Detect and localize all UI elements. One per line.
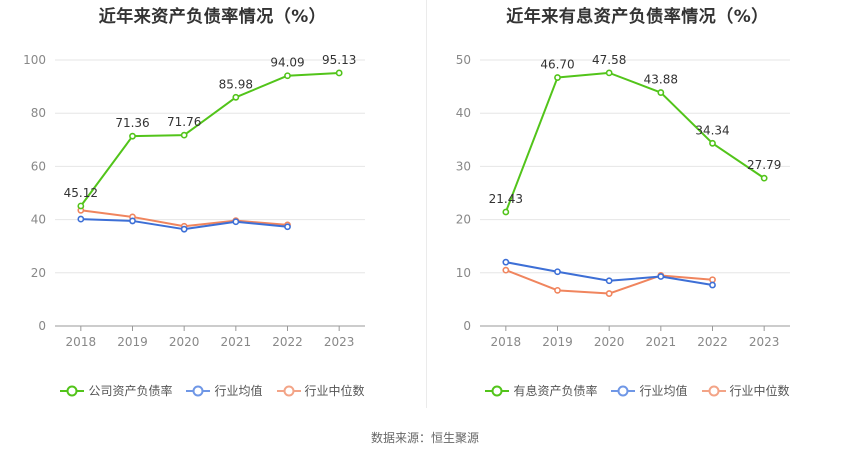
y-tick-label: 30 (456, 159, 471, 173)
x-tick-label: 2020 (169, 335, 200, 349)
data-point[interactable] (709, 276, 716, 284)
data-label: 43.88 (644, 73, 678, 87)
legend-swatch-icon (186, 385, 211, 396)
series-line-0 (80, 71, 340, 207)
x-tick-label: 2020 (594, 335, 625, 349)
data-point[interactable] (129, 132, 136, 140)
chart-panel-debt-ratio: 近年来资产负债率情况（%） 0 20 40 60 80 100 2018 2019 2020 20… (0, 0, 425, 420)
panel-divider (426, 0, 427, 408)
data-label: 94.09 (270, 56, 304, 70)
data-point[interactable] (657, 273, 665, 280)
legend-label: 行业中位数 (729, 384, 790, 398)
data-point[interactable] (709, 139, 716, 147)
legend-label: 有息资产负债率 (513, 384, 598, 398)
data-point[interactable] (554, 268, 561, 276)
data-point[interactable] (709, 281, 716, 289)
data-label: 46.70 (540, 58, 574, 72)
legend-swatch-icon (276, 385, 301, 396)
data-point[interactable] (284, 223, 291, 231)
data-label: 71.76 (167, 115, 201, 129)
data-point[interactable] (605, 277, 613, 285)
data-point[interactable] (760, 174, 768, 182)
legend-swatch-icon (485, 385, 510, 396)
legend-item[interactable]: 公司资产负债率 (60, 382, 172, 399)
x-tick-label: 2023 (749, 335, 780, 349)
y-tick-label: 20 (31, 266, 46, 280)
data-point[interactable] (129, 217, 136, 225)
data-point[interactable] (335, 69, 343, 77)
data-point[interactable] (605, 69, 613, 77)
line-chart-debt-ratio: 0 20 40 60 80 100 2018 2019 2020 2021 2022 2023 45.1… (23, 53, 365, 349)
data-point[interactable] (502, 208, 510, 216)
data-label: 85.98 (219, 77, 253, 91)
data-point[interactable] (77, 202, 85, 210)
y-tick-label: 50 (456, 53, 471, 67)
data-point[interactable] (180, 131, 188, 139)
legend-item[interactable]: 行业中位数 (701, 382, 790, 399)
y-tick-label: 20 (456, 213, 471, 227)
line-chart-interest-debt-ratio: 0 10 20 30 40 50 2018 2019 2020 2021 2022 2023 21.43… (456, 53, 790, 349)
y-tick-label: 0 (463, 319, 471, 333)
x-tick-label: 2021 (646, 335, 677, 349)
data-point[interactable] (284, 72, 291, 80)
data-point[interactable] (554, 74, 561, 81)
data-point[interactable] (77, 215, 85, 223)
y-tick-label: 40 (456, 106, 471, 120)
chart-title: 近年来有息资产负债率情况（%） (506, 7, 769, 27)
y-tick-label: 80 (31, 106, 46, 120)
legend-item[interactable]: 行业均值 (186, 382, 263, 399)
legend-item[interactable]: 行业均值 (611, 382, 688, 399)
data-point[interactable] (657, 89, 665, 96)
data-label: 27.79 (747, 158, 781, 172)
data-point[interactable] (232, 93, 240, 101)
x-tick-label: 2023 (324, 335, 355, 349)
data-point[interactable] (232, 218, 240, 226)
data-point[interactable] (502, 258, 510, 266)
legend-label: 行业均值 (639, 384, 688, 398)
data-label: 45.12 (64, 186, 98, 200)
legend-item[interactable]: 有息资产负债率 (485, 382, 597, 399)
data-label: 47.58 (592, 53, 626, 67)
data-label: 71.36 (115, 116, 149, 130)
y-tick-label: 60 (31, 159, 46, 173)
chart-panel-interest-debt-ratio: 近年来有息资产负债率情况（%） 0 10 20 30 40 50 2018 2019 2020 2… (425, 0, 850, 420)
x-tick-label: 2022 (272, 335, 303, 349)
data-point[interactable] (502, 266, 510, 274)
x-tick-label: 2018 (491, 335, 522, 349)
data-label: 95.13 (322, 53, 356, 67)
series-line-0 (504, 71, 765, 213)
data-point[interactable] (605, 290, 613, 297)
legend-swatch-icon (611, 385, 636, 396)
x-tick-label: 2019 (117, 335, 148, 349)
data-label: 21.43 (489, 192, 523, 206)
y-tick-label: 40 (31, 213, 46, 227)
data-point[interactable] (180, 225, 188, 233)
legend-label: 公司资产负债率 (88, 384, 173, 398)
legend-swatch-icon (701, 385, 726, 396)
y-tick-label: 100 (23, 53, 46, 67)
x-tick-label: 2018 (66, 335, 97, 349)
x-tick-label: 2021 (221, 335, 252, 349)
data-point[interactable] (554, 286, 561, 294)
chart-title: 近年来资产负债率情况（%） (98, 7, 327, 27)
chart-legend: 有息资产负债率 行业均值 行业中位数 (425, 382, 850, 399)
data-source-note: 数据来源：恒生聚源 (370, 431, 479, 445)
chart-legend: 公司资产负债率 行业均值 行业中位数 (0, 382, 425, 399)
y-tick-label: 0 (38, 319, 46, 333)
legend-swatch-icon (60, 385, 85, 396)
x-tick-label: 2022 (697, 335, 728, 349)
legend-label: 行业中位数 (304, 384, 365, 398)
data-label: 34.34 (695, 123, 729, 137)
y-tick-label: 10 (456, 266, 471, 280)
legend-item[interactable]: 行业中位数 (276, 382, 365, 399)
legend-label: 行业均值 (214, 384, 263, 398)
x-tick-label: 2019 (542, 335, 573, 349)
